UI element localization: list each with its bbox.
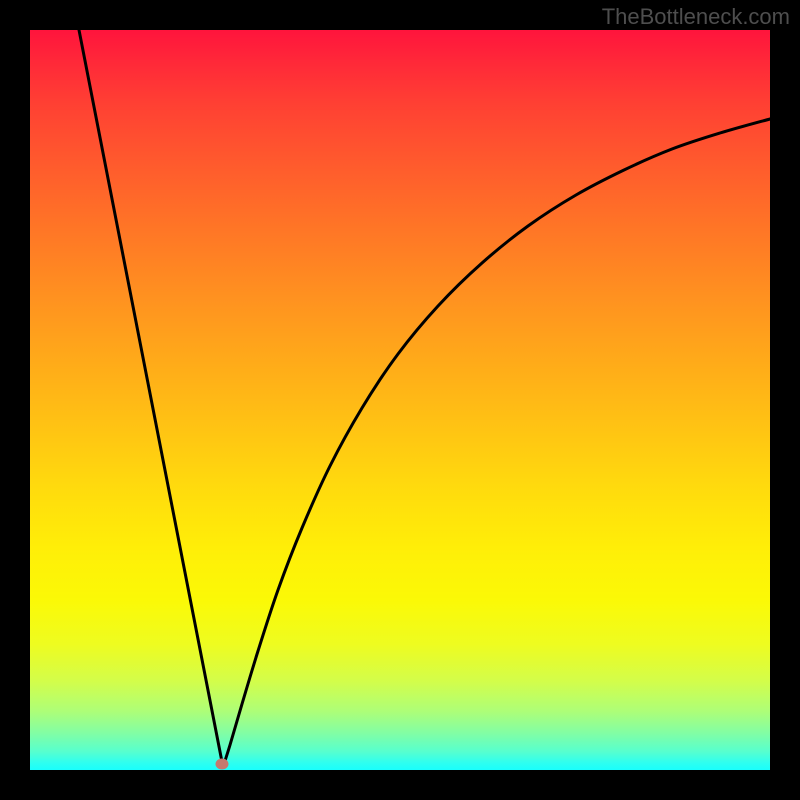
chart-frame: TheBottleneck.com (0, 0, 800, 800)
minimum-marker (216, 759, 229, 770)
attribution-text: TheBottleneck.com (602, 4, 790, 30)
bottleneck-curve (30, 30, 770, 770)
plot-area (30, 30, 770, 770)
